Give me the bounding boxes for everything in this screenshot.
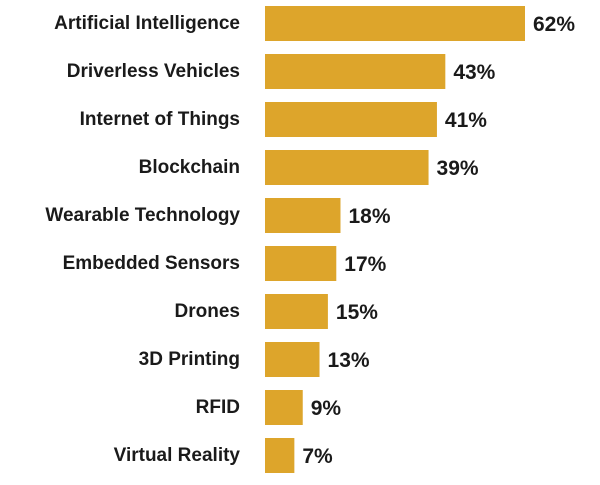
- value-label-drones: 15%: [336, 301, 378, 324]
- bar-3d-printing: [265, 342, 320, 377]
- category-label-internet-of-things: Internet of Things: [80, 109, 240, 130]
- category-label-virtual-reality: Virtual Reality: [114, 445, 241, 466]
- bar-drones: [265, 294, 328, 329]
- bar-embedded-sensors: [265, 246, 337, 281]
- category-label-embedded-sensors: Embedded Sensors: [63, 253, 240, 274]
- bar-wearable-technology: [265, 198, 341, 233]
- category-label-artificial-intelligence: Artificial Intelligence: [54, 13, 240, 34]
- bars-layer: [265, 6, 525, 473]
- value-label-internet-of-things: 41%: [445, 109, 487, 132]
- value-label-wearable-technology: 18%: [348, 205, 390, 228]
- category-label-3d-printing: 3D Printing: [139, 349, 240, 370]
- value-label-artificial-intelligence: 62%: [533, 13, 575, 36]
- category-label-wearable-technology: Wearable Technology: [45, 205, 240, 226]
- bar-artificial-intelligence: [265, 6, 525, 41]
- value-label-3d-printing: 13%: [328, 349, 370, 372]
- bar-internet-of-things: [265, 102, 437, 137]
- bar-blockchain: [265, 150, 429, 185]
- value-label-blockchain: 39%: [437, 157, 479, 180]
- category-labels: Artificial Intelligence Driverless Vehicl…: [45, 13, 240, 466]
- category-label-rfid: RFID: [196, 397, 240, 418]
- bar-driverless-vehicles: [265, 54, 446, 89]
- value-label-rfid: 9%: [311, 397, 342, 420]
- value-label-driverless-vehicles: 43%: [453, 61, 495, 84]
- value-labels: 62% 43% 41% 39% 18% 17% 15% 13% 9% 7%: [302, 13, 575, 468]
- value-label-virtual-reality: 7%: [302, 445, 333, 468]
- bar-virtual-reality: [265, 438, 295, 473]
- category-label-drones: Drones: [175, 301, 240, 322]
- category-label-blockchain: Blockchain: [139, 157, 240, 178]
- bar-rfid: [265, 390, 303, 425]
- category-label-driverless-vehicles: Driverless Vehicles: [67, 61, 240, 82]
- value-label-embedded-sensors: 17%: [344, 253, 386, 276]
